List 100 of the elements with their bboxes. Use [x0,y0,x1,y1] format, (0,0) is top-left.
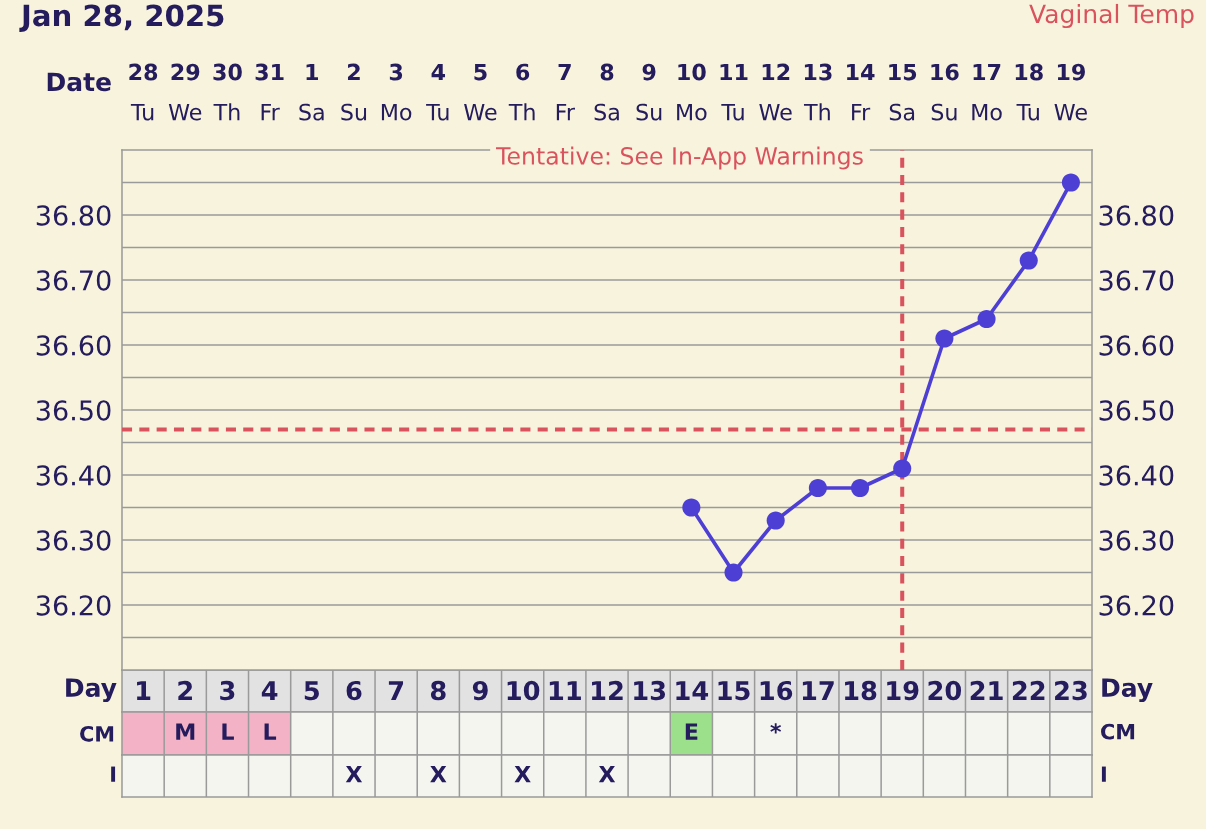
text: Mo [972,103,1002,121]
text: X [430,765,447,783]
text: Th [213,103,240,121]
x2-tick-label: 9 [642,63,656,81]
y-tick-label: 36.20 [36,595,111,616]
x-tick-label: 21 [970,680,1003,700]
text: Mo [677,103,707,121]
x2-tick-label: 17 [973,63,1001,81]
text: X [514,765,531,783]
text: Fr [852,103,871,121]
x-tick-label: 9 [472,680,488,701]
text: Tu [721,103,744,121]
text: Vaginal Temp [1029,3,1194,29]
text: Fr [261,103,280,121]
x2-axis-title: Date [47,72,111,92]
x2-tick-label: 3 [389,63,403,81]
x-tick-label: 4 [261,681,278,700]
x2-tick-label: 19 [1057,63,1085,81]
y-tick-label: 36.70 [36,270,111,291]
text: Mo [381,103,412,121]
x2-tick-label: 31 [255,63,284,81]
x-tick-label: 22 [1012,680,1045,700]
annotation: Tentative: See In-App Warnings [495,146,863,170]
y-tick-label: 36.80 [36,205,111,226]
x2-tick-label: 12 [762,63,790,81]
text: Tu [1016,103,1039,121]
text: We [1054,103,1087,121]
text: Su [341,103,367,121]
x-tick-label: 6 [346,680,362,701]
text: I [1101,766,1106,782]
text: Th [803,103,830,121]
y2-tick-label: 36.70 [1099,270,1174,291]
text: Sa [889,103,915,121]
text: We [464,103,497,121]
text: Th [508,103,535,121]
text: Su [931,103,957,121]
text: We [759,103,792,121]
y-tick-label: 36.60 [36,335,111,356]
y2-tick-label: 36.20 [1099,595,1174,616]
x-tick-label: 5 [304,681,319,701]
text: Tu [426,103,449,121]
x-tick-label: 17 [802,681,834,700]
text: X [598,765,616,783]
y2-tick-label: 36.60 [1099,335,1174,356]
x2-tick-label: 5 [474,63,487,81]
x2-tick-label: 8 [600,63,614,81]
x-tick-label: 1 [137,681,151,700]
y-tick-label: 36.50 [36,400,111,421]
text: L [264,723,277,740]
x-tick-label: 19 [887,680,919,701]
x-tick-label: 2 [178,680,192,700]
x2-tick-label: 11 [720,63,748,81]
text: M [176,723,195,740]
text: L [222,723,234,740]
text: I [111,766,116,782]
text: Sa [299,103,324,121]
text: X [345,765,363,783]
x-tick-label: 14 [676,681,709,700]
y2-tick-label: 36.80 [1099,205,1174,226]
x2-tick-label: 15 [889,63,917,81]
x2-tick-label: 1 [306,63,318,81]
x-tick-label: 10 [507,680,540,701]
x-tick-label: 18 [845,680,877,701]
x-tick-label: 20 [928,680,962,701]
x-tick-label: 11 [549,681,581,700]
text: Tu [130,103,154,121]
x-tick-label: 13 [634,680,666,701]
x2-tick-label: 18 [1015,63,1043,81]
x2-tick-label: 13 [804,63,832,81]
y2-tick-label: 36.40 [1099,465,1174,486]
y-tick-label: 36.40 [36,465,111,486]
x2-tick-label: 6 [516,63,530,81]
x-tick-label: 12 [592,680,623,700]
x2-tick-label: 30 [213,63,242,81]
x2-tick-label: 16 [931,63,959,81]
chart-title: Jan 28, 2025 [19,4,224,32]
y2-tick-label: 36.30 [1099,530,1174,551]
text: Su [636,103,662,121]
text: We [168,103,202,121]
x-tick-label: 15 [718,681,750,701]
x-axis-title: Day [66,678,117,703]
text: * [770,723,782,734]
y-tick-label: 36.30 [36,530,111,551]
y2-tick-label: 36.50 [1099,400,1174,421]
x2-tick-label: 2 [347,63,360,81]
text: Sa [594,103,619,121]
x-tick-label: 16 [760,680,793,701]
text: Day [1102,678,1153,703]
x-tick-label: 7 [388,681,404,700]
x-tick-label: 8 [430,680,446,701]
x2-tick-label: 14 [847,63,875,81]
x-tick-label: 23 [1055,680,1087,701]
x2-tick-label: 7 [558,63,571,81]
text: Fr [556,103,575,121]
x2-tick-label: 4 [431,63,446,81]
x2-tick-label: 28 [129,63,158,81]
x-tick-label: 3 [220,680,235,701]
text: E [685,723,698,740]
x2-tick-label: 10 [678,63,706,81]
x2-tick-label: 29 [171,63,200,81]
